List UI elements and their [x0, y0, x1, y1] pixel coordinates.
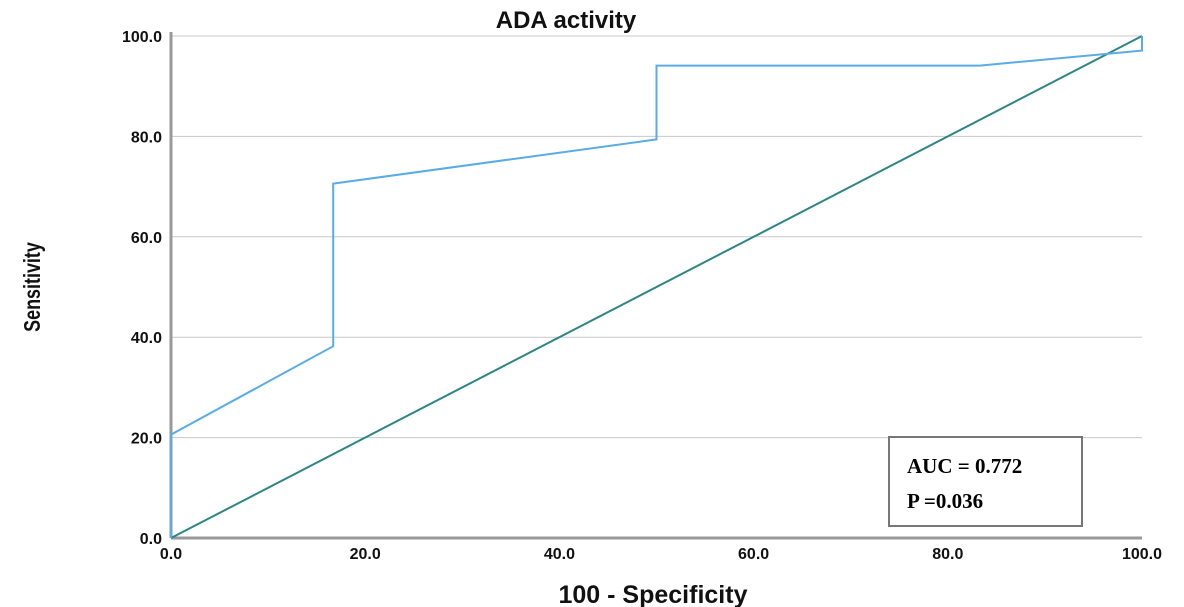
x-tick-label: 60.0 [738, 546, 769, 563]
y-tick-label: 0.0 [140, 531, 162, 548]
x-tick-label: 20.0 [350, 546, 381, 563]
y-tick-label: 100.0 [122, 29, 162, 46]
y-axis-label: Sensitivity [20, 242, 46, 332]
x-tick-label: 80.0 [932, 546, 963, 563]
auc-text: AUC = 0.772 [907, 454, 1022, 478]
chart-title: ADA activity [496, 7, 637, 34]
y-tick-label: 20.0 [131, 431, 162, 448]
auc-annotation-box: AUC = 0.772 P =0.036 [888, 436, 1083, 527]
reference-line [170, 35, 1143, 539]
p-value-text: P =0.036 [907, 489, 983, 513]
x-tick-label: 0.0 [160, 546, 182, 563]
annotation-box-frame [888, 436, 1083, 527]
x-tick-label: 100.0 [1122, 546, 1162, 563]
y-tick-label: 40.0 [131, 330, 162, 347]
series-lines [170, 35, 1143, 539]
roc-curve [170, 36, 1143, 538]
y-tick-label: 80.0 [131, 129, 162, 146]
x-tick-label: 40.0 [544, 546, 575, 563]
x-axis-label: 100 - Specificity [559, 581, 748, 607]
tick-labels: 0.0 20.0 40.0 60.0 80.0 100.0 0.0 20.0 40.0 60.0 8… [122, 29, 1162, 563]
y-tick-label: 60.0 [131, 230, 162, 247]
